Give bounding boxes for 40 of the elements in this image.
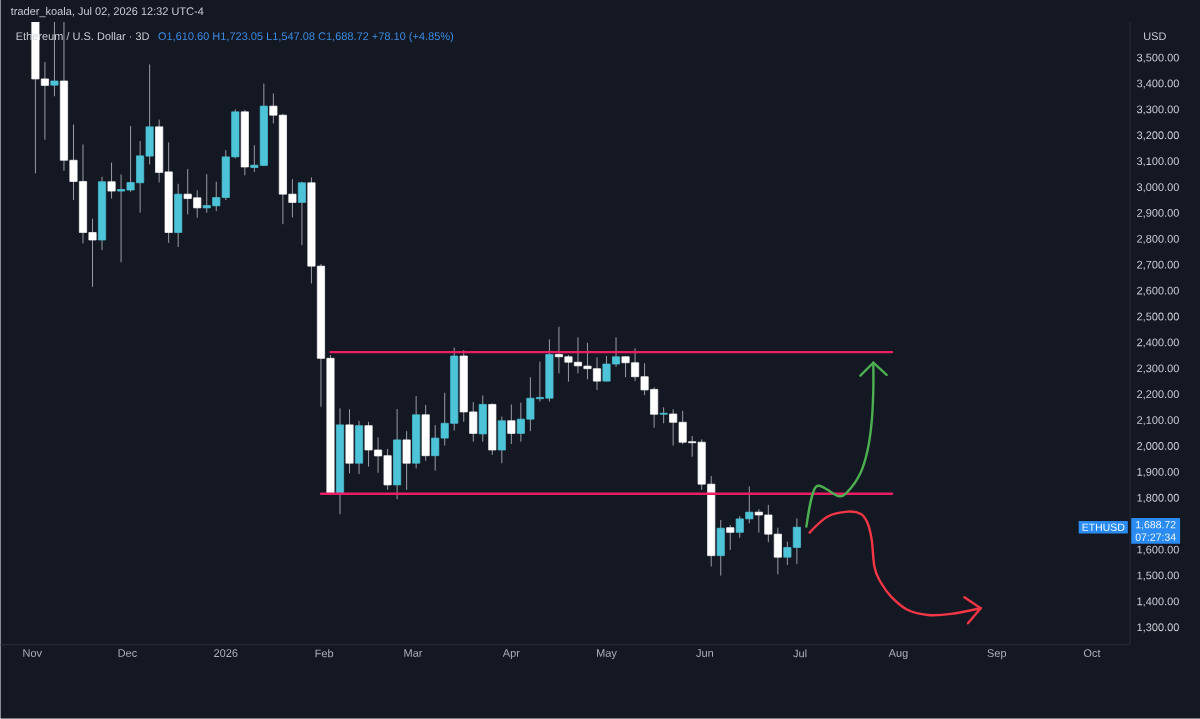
x-tick-label: Jun (696, 649, 714, 658)
y-tick-label: 2,100.00 (1137, 416, 1179, 426)
text: 1,688.72 (1136, 521, 1176, 530)
x-tick-label: Aug (888, 649, 908, 660)
y-tick-label: 2,700.00 (1137, 260, 1179, 271)
y-tick-label: 1,800.00 (1137, 494, 1179, 504)
x-tick-label: 2026 (214, 649, 238, 658)
y-axis-title: USD (1144, 32, 1166, 41)
x-tick-label: Nov (23, 649, 42, 658)
y-tick-label: 3,100.00 (1136, 157, 1179, 167)
y-tick-label: 2,500.00 (1137, 312, 1179, 322)
x-tick-label: May (597, 649, 617, 660)
text: O1,610.60 H1,723.05 L1,547.08 C1,688.72 +78.10 (+4.85%) (158, 32, 454, 43)
y-tick-label: 2,300.00 (1137, 364, 1179, 374)
x-tick-label: Oct (1083, 649, 1101, 658)
y-tick-label: 1,300.00 (1137, 623, 1179, 633)
text: 07:27:34 (1135, 533, 1176, 542)
x-tick-label: Sep (987, 649, 1007, 660)
x-tick-label: Feb (315, 649, 334, 658)
y-tick-label: 2,200.00 (1137, 390, 1179, 400)
y-tick-label: 2,800.00 (1137, 235, 1179, 245)
y-tick-label: 1,400.00 (1137, 597, 1179, 607)
y-tick-label: 3,400.00 (1136, 79, 1179, 89)
y-tick-label: 3,300.00 (1136, 105, 1179, 115)
y-tick-label: 1,600.00 (1137, 545, 1179, 555)
y-tick-label: 3,200.00 (1136, 131, 1179, 141)
y-tick-label: 2,000.00 (1137, 442, 1179, 452)
annotation: ETHUSD (1082, 523, 1125, 532)
y-tick-label: 1,900.00 (1137, 468, 1179, 478)
text: trader_koala, Jul 02, 2026 12:32 UTC-4 (10, 7, 204, 18)
y-tick-label: 2,400.00 (1137, 338, 1179, 348)
x-tick-label: Dec (118, 649, 137, 658)
y-tick-label: 3,000.00 (1136, 183, 1179, 193)
y-tick-label: 2,900.00 (1137, 209, 1179, 219)
y-tick-label: 1,500.00 (1137, 571, 1179, 581)
x-tick-label: Jul (793, 649, 807, 658)
y-tick-label: 3,500.00 (1136, 53, 1179, 63)
y-tick-label: 2,600.00 (1137, 286, 1179, 296)
x-tick-label: Apr (502, 649, 520, 660)
x-tick-label: Mar (404, 649, 423, 658)
